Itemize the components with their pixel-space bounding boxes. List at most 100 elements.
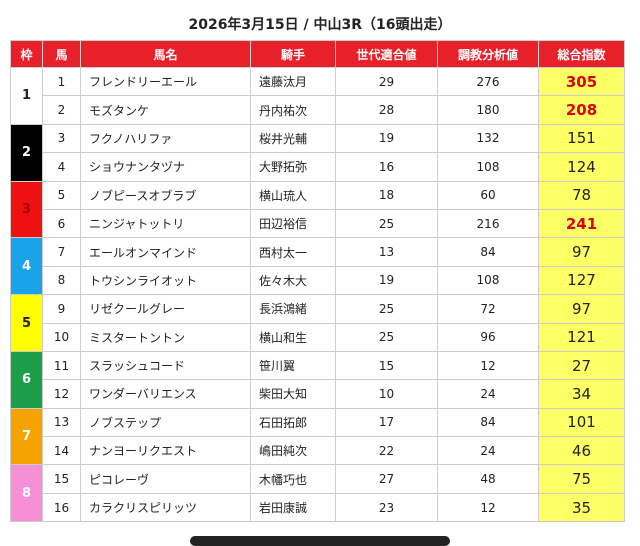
jockey: 横山和生: [250, 322, 336, 352]
frame-number: 8: [10, 464, 43, 523]
horse-row: 8 トウシンライオット 佐々木大 19 108 127: [11, 265, 625, 296]
horse-name: フクノハリファ: [80, 123, 251, 154]
total-index: 75: [538, 464, 625, 494]
training-score: 108: [437, 265, 539, 296]
horse-name: トウシンライオット: [80, 265, 251, 296]
jockey: 笹川翼: [250, 350, 336, 381]
horse-number: 3: [42, 123, 81, 154]
horse-name: ショウナンタヅナ: [80, 152, 251, 182]
jockey: 丹内祐次: [250, 95, 336, 125]
frame-number: 4: [10, 237, 43, 296]
generation-score: 25: [335, 208, 438, 239]
total-index: 97: [538, 237, 625, 267]
training-score: 132: [437, 123, 539, 154]
generation-score: 16: [335, 152, 438, 182]
total-index: 46: [538, 436, 625, 466]
generation-score: 19: [335, 265, 438, 296]
horse-number: 14: [42, 436, 81, 466]
frame-number: 7: [10, 407, 43, 466]
horse-name: カラクリスピリッツ: [80, 492, 251, 523]
horse-row: 10 ミスタートントン 横山和生 25 96 121: [11, 322, 625, 352]
total-index: 27: [538, 350, 625, 381]
horse-number: 11: [42, 350, 81, 381]
generation-score: 27: [335, 464, 438, 494]
training-score: 12: [437, 492, 539, 523]
column-header: 総合指数: [538, 40, 625, 68]
generation-score: 15: [335, 350, 438, 381]
column-header: 騎手: [250, 40, 336, 68]
training-score: 60: [437, 180, 539, 210]
horse-number: 13: [42, 407, 81, 438]
jockey: 岩田康誠: [250, 492, 336, 523]
horse-name: エールオンマインド: [80, 237, 251, 267]
total-index: 35: [538, 492, 625, 523]
total-index: 124: [538, 152, 625, 182]
horse-row: 7 13 ノブステップ 石田拓郎 17 84 101: [10, 407, 625, 466]
total-index: 97: [538, 294, 625, 324]
horse-name: ミスタートントン: [80, 322, 251, 352]
horse-row: 16 カラクリスピリッツ 岩田康誠 23 12 35: [11, 492, 625, 523]
generation-score: 22: [335, 436, 438, 466]
header-row: 枠馬馬名 騎手 世代適合値 調教分析値 総合指数: [10, 40, 625, 68]
generation-score: 17: [335, 407, 438, 438]
horse-row: 2 3 フクノハリファ 桜井光輔 19 132 151: [10, 123, 625, 182]
horse-number: 10: [42, 322, 81, 352]
jockey: 柴田大知: [250, 379, 336, 409]
training-score: 72: [437, 294, 539, 324]
horse-row: 6 ニンジャトットリ 田辺裕信 25 216 241: [11, 208, 625, 239]
horse-name: フレンドリーエール: [80, 66, 251, 97]
generation-score: 19: [335, 123, 438, 154]
generation-score: 28: [335, 95, 438, 125]
horse-row: 12 ワンダーバリエンス 柴田大知 10 24 34: [11, 379, 625, 409]
horse-number: 8: [42, 265, 81, 296]
horse-number: 5: [42, 180, 81, 210]
generation-score: 13: [335, 237, 438, 267]
total-index: 208: [538, 95, 625, 125]
horse-number: 4: [42, 152, 81, 182]
table-body: 1 1 フレンドリーエール 遠藤汰月 29 276 305 2 モズタンケ 丹内祐次 28 180 20…: [10, 66, 625, 523]
horse-name: リゼクールグレー: [80, 294, 251, 324]
total-index: 305: [538, 66, 625, 97]
horse-number: 12: [42, 379, 81, 409]
horse-name: ノブステップ: [80, 407, 251, 438]
column-header: 枠: [10, 40, 43, 68]
horse-number: 16: [42, 492, 81, 523]
total-index: 241: [538, 208, 625, 239]
horse-name: ナンヨーリクエスト: [80, 436, 251, 466]
jockey: 遠藤汰月: [250, 66, 336, 97]
total-index: 127: [538, 265, 625, 296]
horse-number: 6: [42, 208, 81, 239]
horse-number: 9: [42, 294, 81, 324]
home-indicator: [190, 536, 450, 546]
horse-name: ニンジャトットリ: [80, 208, 251, 239]
training-score: 48: [437, 464, 539, 494]
horse-name: モズタンケ: [80, 95, 251, 125]
frame-number: 2: [10, 123, 43, 182]
generation-score: 23: [335, 492, 438, 523]
horse-number: 1: [42, 66, 81, 97]
horse-row: 3 5 ノブピースオブラブ 横山琉人 18 60 78: [10, 180, 625, 239]
training-score: 180: [437, 95, 539, 125]
horse-number: 15: [42, 464, 81, 494]
frame-number: 1: [10, 67, 43, 125]
generation-score: 25: [335, 322, 438, 352]
column-header: 馬名: [80, 40, 251, 68]
horse-row: 4 ショウナンタヅナ 大野拓弥 16 108 124: [11, 152, 625, 182]
generation-score: 29: [335, 66, 438, 97]
jockey: 佐々木大: [250, 265, 336, 296]
horse-name: スラッシュコード: [80, 350, 251, 381]
total-index: 151: [538, 123, 625, 154]
horse-number: 2: [42, 95, 81, 125]
race-title: 2026年3月15日 / 中山3R（16頭出走）: [188, 17, 452, 33]
total-index: 101: [538, 407, 625, 438]
horse-name: ワンダーバリエンス: [80, 379, 251, 409]
training-score: 12: [437, 350, 539, 381]
column-header: 調教分析値: [437, 40, 539, 68]
training-score: 84: [437, 407, 539, 438]
jockey: 西村太一: [250, 237, 336, 267]
frame-number: 5: [10, 294, 43, 352]
horse-row: 6 11 スラッシュコード 笹川翼 15 12 27: [10, 350, 625, 409]
jockey: 桜井光輔: [250, 123, 336, 154]
horse-row: 8 15 ピコレーヴ 木幡巧也 27 48 75: [10, 464, 625, 523]
training-score: 24: [437, 379, 539, 409]
